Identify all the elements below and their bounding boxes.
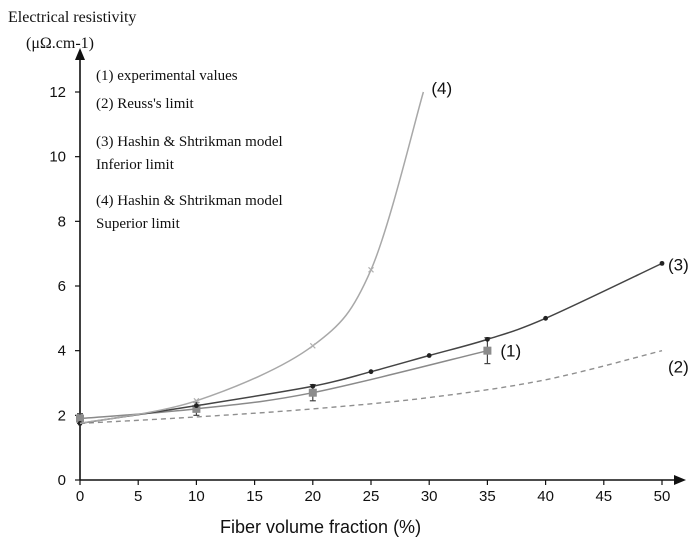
y-tick-label: 12 — [49, 84, 66, 101]
data-point — [310, 383, 316, 389]
y-axis-arrow — [75, 48, 85, 60]
data-point — [76, 414, 84, 423]
y-tick-label: 2 — [58, 407, 66, 424]
x-tick-label: 30 — [421, 488, 438, 505]
x-tick-label: 15 — [246, 488, 263, 505]
y-tick-label: 8 — [58, 213, 66, 230]
legend: (1) experimental values (2) Reuss's limit… — [96, 68, 283, 232]
y-tick-label: 10 — [49, 149, 66, 166]
x-tick-label: 10 — [188, 488, 205, 505]
x-tick-label: 0 — [76, 488, 84, 505]
series-label: (1) — [500, 342, 521, 361]
data-point — [659, 260, 665, 266]
y-tick-label: 0 — [58, 472, 66, 489]
x-tick-label: 25 — [363, 488, 380, 505]
series-label: (3) — [668, 255, 689, 274]
legend-item: (4) Hashin & Shtrikman model — [96, 193, 283, 209]
data-point — [192, 404, 201, 413]
data-point — [483, 346, 492, 355]
legend-item: (1) experimental values — [96, 68, 238, 84]
x-tick-label: 45 — [595, 488, 612, 505]
x-tick-label: 50 — [654, 488, 671, 505]
series-line — [79, 349, 488, 420]
data-point — [426, 353, 432, 358]
x-axis-title: Fiber volume fraction (%) — [220, 517, 421, 537]
data-point — [308, 388, 317, 397]
data-point — [543, 315, 548, 321]
y-axis-title: Electrical resistivity — [8, 9, 136, 26]
legend-item: Inferior limit — [96, 157, 175, 173]
legend-item: Superior limit — [96, 216, 181, 232]
data-point — [368, 369, 374, 375]
data-point — [368, 266, 374, 273]
series-line — [79, 349, 663, 425]
y-axis-unit: (μΩ.cm-1) — [26, 35, 94, 52]
series-layer: (1) (2) (3) (4) — [76, 79, 689, 426]
legend-item: (3) Hashin & Shtrikman model — [96, 134, 283, 150]
data-point — [485, 336, 490, 342]
x-axis-arrow — [674, 475, 686, 485]
series-label: (2) — [668, 358, 689, 377]
series-label: (4) — [431, 79, 452, 98]
y-tick-label: 6 — [58, 278, 66, 295]
legend-item: (2) Reuss's limit — [96, 96, 195, 112]
x-tick-label: 5 — [134, 488, 142, 505]
data-point — [194, 403, 199, 409]
series-line — [79, 262, 663, 425]
data-point — [309, 342, 316, 349]
axis-ticks: 0 5 10 15 20 25 30 35 40 45 50 0 2 4 6 8 10 12 — [49, 84, 670, 505]
x-tick-label: 40 — [537, 488, 554, 505]
y-tick-label: 4 — [58, 343, 66, 360]
data-point — [193, 397, 200, 404]
x-tick-label: 20 — [304, 488, 321, 505]
x-tick-label: 35 — [479, 488, 496, 505]
